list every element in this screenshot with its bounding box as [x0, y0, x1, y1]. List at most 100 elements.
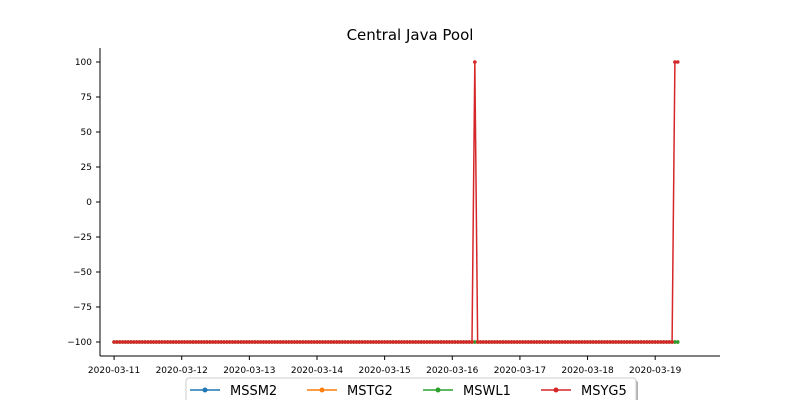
data-point — [540, 340, 545, 344]
data-point — [478, 340, 483, 344]
data-point — [554, 340, 559, 344]
x-axis-ticks: 2020-03-11 2020-03-12 2020-03-13 2020-03-14… — [88, 356, 682, 376]
data-point — [495, 340, 500, 344]
data-point — [591, 340, 595, 344]
data-point — [664, 340, 669, 344]
legend-item-msyg5: MSYG5 — [541, 384, 627, 399]
data-point — [650, 340, 655, 344]
data-point — [315, 340, 319, 344]
data-point — [222, 340, 226, 344]
data-point — [241, 340, 246, 344]
data-point — [132, 340, 136, 344]
data-point — [225, 340, 229, 344]
data-point — [123, 340, 128, 344]
data-point — [484, 340, 488, 344]
data-point — [388, 340, 393, 344]
data-point — [380, 340, 384, 344]
data-point — [526, 340, 531, 344]
x-tick-label: 2020-03-11 — [88, 366, 140, 376]
data-point — [244, 340, 249, 344]
data-point — [309, 340, 314, 344]
data-point — [588, 340, 593, 344]
data-point — [523, 340, 528, 344]
data-point — [168, 340, 173, 344]
x-tick-label: 2020-03-18 — [561, 366, 614, 376]
y-tick-label: −75 — [73, 303, 92, 313]
data-point — [442, 340, 446, 344]
y-tick-label: −25 — [73, 233, 92, 243]
data-point — [605, 340, 610, 344]
y-tick-label: 75 — [81, 93, 92, 103]
data-point — [636, 340, 641, 344]
data-point — [326, 340, 331, 344]
data-point — [670, 340, 674, 344]
data-point — [673, 340, 677, 344]
data-point — [174, 340, 178, 344]
data-point — [216, 340, 221, 344]
legend-label: MSSM2 — [230, 384, 277, 399]
data-point — [230, 340, 235, 344]
data-point — [301, 340, 305, 344]
data-point — [295, 340, 300, 344]
data-point — [374, 340, 378, 344]
data-point — [413, 340, 418, 344]
data-point — [498, 340, 502, 344]
data-point — [597, 340, 601, 344]
data-point — [346, 340, 350, 344]
data-point — [154, 340, 159, 344]
data-point — [256, 340, 260, 344]
data-point — [337, 340, 342, 344]
data-point — [385, 340, 390, 344]
legend-swatch-marker — [435, 387, 441, 393]
data-point — [628, 340, 632, 344]
data-point — [619, 340, 624, 344]
legend-label: MSYG5 — [581, 384, 627, 399]
data-point — [537, 340, 542, 344]
data-point — [405, 340, 409, 344]
data-point — [281, 340, 285, 344]
data-point — [354, 340, 359, 344]
data-point — [481, 340, 486, 344]
data-point — [653, 340, 657, 344]
legend-swatch-marker — [202, 387, 208, 393]
data-point — [639, 340, 643, 344]
data-point — [458, 340, 463, 344]
data-point — [487, 340, 491, 344]
data-point — [298, 340, 302, 344]
data-point — [360, 340, 364, 344]
data-point — [475, 340, 480, 344]
data-point — [659, 340, 663, 344]
data-point — [137, 340, 142, 344]
data-point — [157, 340, 161, 344]
x-tick-label: 2020-03-16 — [426, 366, 479, 376]
data-point — [303, 340, 308, 344]
data-point — [151, 340, 156, 344]
legend-label: MSWL1 — [463, 384, 511, 399]
data-point — [208, 340, 212, 344]
data-point — [357, 340, 362, 344]
data-point — [608, 340, 612, 344]
data-point — [667, 340, 672, 344]
data-point — [625, 340, 629, 344]
data-point — [202, 340, 207, 344]
data-point — [177, 340, 181, 344]
data-point — [447, 340, 452, 344]
data-point — [250, 340, 254, 344]
data-point — [258, 340, 263, 344]
y-axis-ticks: 100 75 50 25 0 −25 −50 −75 −100 — [67, 58, 100, 348]
data-point — [171, 340, 176, 344]
data-point — [467, 340, 471, 344]
data-point — [140, 340, 145, 344]
data-point — [512, 340, 517, 344]
legend-item-mswl1: MSWL1 — [423, 384, 511, 399]
data-point — [647, 340, 652, 344]
data-point — [430, 340, 435, 344]
data-point — [675, 60, 680, 64]
data-point — [320, 340, 325, 344]
data-point — [450, 340, 455, 344]
data-point — [461, 340, 466, 344]
data-point — [563, 340, 567, 344]
data-point — [179, 340, 184, 344]
y-tick-label: 100 — [75, 58, 92, 68]
data-point — [546, 340, 550, 344]
